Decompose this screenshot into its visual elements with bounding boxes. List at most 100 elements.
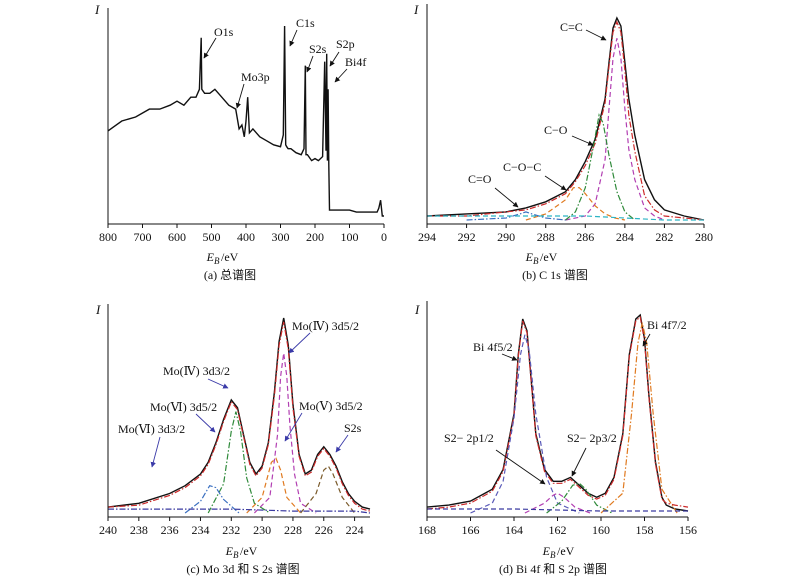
series-line <box>107 321 371 512</box>
x-tick-label: 284 <box>616 230 634 244</box>
panel-c-annotation-mo5-52: Mo(Ⅴ) 3d5/2 <box>299 399 363 413</box>
panel-c-ticks: 240 238 236 234 232 230 228 226 224 <box>99 304 370 537</box>
panel-c-xlabel-main: E <box>225 544 234 558</box>
series-line <box>108 508 371 514</box>
panel-a-arrow-bi4f <box>334 68 348 83</box>
panel-d-xlabel-unit: /eV <box>557 544 575 558</box>
series-line <box>426 315 689 510</box>
panel-a-ylabel: I <box>94 2 100 17</box>
x-tick-label: 280 <box>695 230 713 244</box>
panel-c-curves <box>107 317 371 514</box>
panel-a-arrow-c1s <box>289 29 298 47</box>
series-line <box>427 215 704 221</box>
x-tick-label: 228 <box>284 523 302 537</box>
panel-d-annotation-s2p12: S2− 2p1/2 <box>444 431 494 445</box>
series-line <box>466 211 566 221</box>
series-line <box>300 465 356 514</box>
x-tick-label: 288 <box>537 230 555 244</box>
panel-a-xlabel-main: E <box>206 250 215 264</box>
panel-d-ticks: 168 166 164 162 160 158 156 <box>418 301 697 537</box>
panel-c-arrow-mo5-52 <box>284 412 303 442</box>
panel-c-xlabel-unit: /eV <box>240 544 258 558</box>
series-line <box>546 482 613 514</box>
x-tick-label: 500 <box>203 230 221 244</box>
panel-c-annotation-mo4-52: Mo(Ⅳ) 3d5/2 <box>292 319 359 333</box>
panel-a-annotation-mo3p: Mo3p <box>241 70 270 84</box>
series-line <box>246 457 302 514</box>
series-line <box>107 25 384 217</box>
panel-a-arrow-s2s <box>306 55 314 73</box>
panel-d-curves <box>426 313 689 514</box>
x-tick-label: 100 <box>341 230 359 244</box>
panel-b-xlabel-sub: B <box>533 256 539 266</box>
x-tick-label: 162 <box>549 523 567 537</box>
panel-a-arrow-mo3p <box>235 83 245 109</box>
series-line <box>565 113 636 221</box>
x-tick-label: 800 <box>99 230 117 244</box>
panel-b-annotation-coc: C−O−C <box>503 160 541 174</box>
panel-a-arrow-s2p <box>329 51 340 67</box>
panel-c-xlabel-sub: B <box>233 550 239 560</box>
x-tick-label: 294 <box>418 230 436 244</box>
panel-b-caption: (b) C 1s 谱图 <box>522 268 588 282</box>
x-tick-label: 166 <box>462 523 480 537</box>
x-tick-label: 234 <box>191 523 209 537</box>
series-line <box>207 411 271 514</box>
x-tick-label: 400 <box>237 230 255 244</box>
panel-b-xlabel-main: E <box>525 250 534 264</box>
panel-c-annotation-mo4-32: Mo(Ⅳ) 3d3/2 <box>163 364 230 378</box>
series-line <box>524 492 591 514</box>
panel-a-curves <box>107 25 384 217</box>
panel-d-arrow-bi4f72 <box>642 333 651 347</box>
panel-b-curves <box>426 16 705 221</box>
series-line <box>184 484 240 514</box>
x-tick-label: 230 <box>253 523 271 537</box>
panel-d: 168 166 164 162 160 158 156 I E B /eV (d) Bi 4… <box>414 301 697 576</box>
x-tick-label: 224 <box>346 523 364 537</box>
panel-a-caption: (a) 总谱图 <box>204 268 256 282</box>
panel-a-xlabel-unit: /eV <box>221 250 239 264</box>
panel-b-ticks: 294 292 290 288 286 284 282 280 <box>418 4 713 244</box>
panel-b-arrow-coc <box>544 175 567 191</box>
panel-b-annotation-co: C−O <box>544 123 568 137</box>
panel-c-annotation-s2s: S2s <box>344 421 362 435</box>
panel-a-arrow-o1s <box>203 37 217 59</box>
x-tick-label: 700 <box>134 230 152 244</box>
panel-c-arrow-mo6-52 <box>195 413 216 433</box>
panel-c-arrow-s2s <box>335 434 349 453</box>
panel-c-annotation-mo6-52: Mo(Ⅵ) 3d5/2 <box>150 400 217 414</box>
series-line <box>426 313 689 512</box>
x-tick-label: 158 <box>636 523 654 537</box>
x-tick-label: 200 <box>306 230 324 244</box>
x-tick-label: 300 <box>272 230 290 244</box>
x-tick-label: 282 <box>655 230 673 244</box>
series-line <box>427 20 705 221</box>
panel-d-ylabel: I <box>414 302 420 317</box>
panel-b: 294 292 290 288 286 284 282 280 I E B /eV (b) C… <box>413 2 713 282</box>
panel-a-ticks: 800 700 600 500 400 300 200 100 0 <box>99 8 387 244</box>
panel-b-arrow-co-double <box>494 187 519 208</box>
x-tick-label: 292 <box>458 230 476 244</box>
series-line <box>565 38 665 221</box>
x-tick-label: 240 <box>99 523 117 537</box>
panel-c-caption: (c) Mo 3d 和 S 2s 谱图 <box>186 562 299 576</box>
x-tick-label: 600 <box>168 230 186 244</box>
series-line <box>253 353 317 514</box>
panel-b-arrow-co <box>571 135 594 146</box>
series-line <box>427 508 688 512</box>
x-tick-label: 160 <box>592 523 610 537</box>
panel-d-xlabel-main: E <box>542 544 551 558</box>
panel-c-arrow-mo4-32 <box>207 378 229 389</box>
x-tick-label: 156 <box>679 523 697 537</box>
x-tick-label: 168 <box>418 523 436 537</box>
x-tick-label: 0 <box>381 230 387 244</box>
panel-c-ylabel: I <box>95 302 101 317</box>
series-line <box>107 317 371 510</box>
series-line <box>525 187 626 221</box>
series-line <box>470 334 580 514</box>
panel-d-arrow-bi4f52 <box>501 353 518 361</box>
panel-c-arrow-mo4-52 <box>288 332 311 354</box>
panel-d-arrow-s2p32 <box>571 447 587 477</box>
panel-b-arrow-cc <box>585 29 607 41</box>
panel-c: 240 238 236 234 232 230 228 226 224 I E B /eV (c… <box>95 302 371 576</box>
